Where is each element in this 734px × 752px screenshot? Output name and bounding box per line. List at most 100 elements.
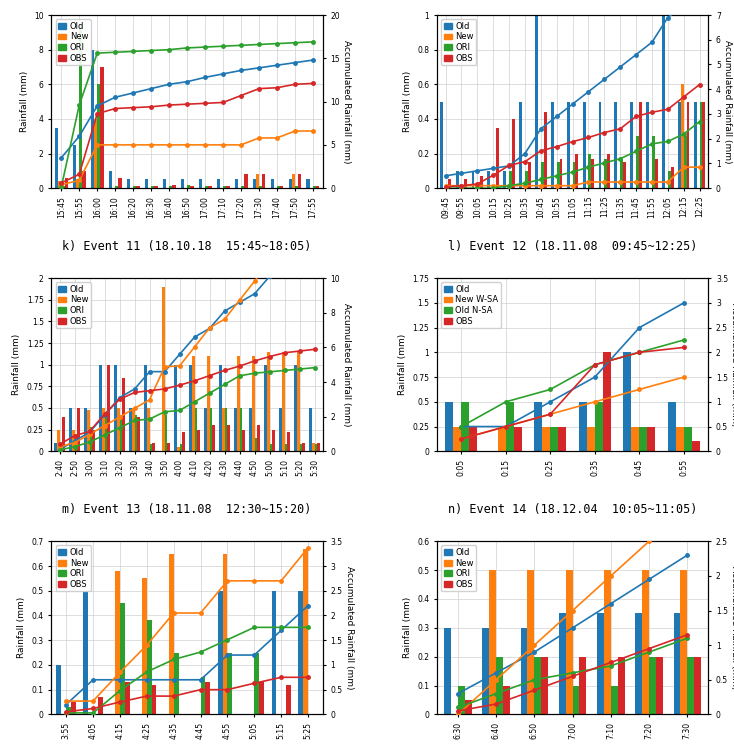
Bar — [79, 24, 82, 188]
Bar — [465, 180, 467, 188]
Bar — [252, 356, 255, 451]
Bar — [118, 177, 122, 188]
Bar — [267, 352, 269, 451]
Legend: Old, New, ORI, OBS: Old, New, ORI, OBS — [441, 20, 476, 65]
Bar — [586, 426, 595, 451]
Bar — [162, 287, 164, 451]
Bar — [264, 365, 267, 451]
Text: m) Event 13 (18.11.08  12:30~15:20): m) Event 13 (18.11.08 12:30~15:20) — [62, 503, 312, 516]
Bar — [541, 162, 544, 188]
Bar — [519, 102, 522, 188]
Bar — [76, 180, 79, 188]
Bar — [134, 415, 137, 451]
Bar — [58, 181, 61, 188]
Bar — [212, 426, 215, 451]
Bar — [469, 426, 477, 451]
Bar — [259, 186, 262, 188]
Bar — [222, 553, 228, 714]
Bar — [607, 153, 610, 188]
Bar — [137, 417, 140, 451]
Bar — [57, 429, 59, 451]
Bar — [197, 429, 200, 451]
Bar — [144, 365, 147, 451]
Bar — [482, 628, 490, 714]
Bar — [603, 353, 611, 451]
Bar — [180, 444, 182, 451]
Bar — [541, 656, 548, 714]
Bar — [611, 686, 618, 714]
Bar — [595, 402, 603, 451]
Bar — [57, 665, 62, 714]
Bar — [66, 707, 71, 714]
Bar — [287, 432, 290, 451]
Bar — [618, 656, 625, 714]
Bar — [542, 426, 550, 451]
Bar — [623, 162, 626, 188]
Bar — [631, 426, 639, 451]
Bar — [208, 186, 211, 188]
Bar — [244, 174, 247, 188]
Bar — [694, 102, 697, 188]
Bar — [559, 614, 566, 714]
Bar — [71, 702, 76, 714]
Bar — [241, 186, 244, 188]
Bar — [559, 426, 567, 451]
Bar — [544, 112, 547, 188]
Bar — [91, 50, 94, 188]
Bar — [169, 186, 172, 188]
Bar — [107, 365, 110, 451]
Bar — [668, 402, 676, 451]
Bar — [192, 356, 195, 451]
Bar — [252, 180, 255, 188]
Bar — [683, 136, 686, 188]
Bar — [655, 159, 658, 188]
Bar — [573, 162, 575, 188]
Bar — [694, 656, 701, 714]
Bar — [298, 174, 302, 188]
Bar — [75, 435, 77, 451]
Y-axis label: Rainfall (mm): Rainfall (mm) — [12, 334, 21, 396]
Y-axis label: Accumulated Rainfall (mm): Accumulated Rainfall (mm) — [723, 40, 732, 163]
Legend: Old, New, ORI, OBS: Old, New, ORI, OBS — [56, 282, 91, 329]
Bar — [496, 128, 499, 188]
Bar — [579, 656, 586, 714]
Bar — [454, 426, 462, 451]
Bar — [551, 102, 554, 188]
Bar — [125, 682, 130, 714]
Bar — [303, 549, 308, 714]
Bar — [440, 102, 443, 188]
Text: n) Event 14 (18.12.04  10:05~11:05): n) Event 14 (18.12.04 10:05~11:05) — [448, 503, 697, 516]
Bar — [150, 444, 153, 451]
Bar — [84, 408, 87, 451]
Y-axis label: Accumulated Rainfall (mm): Accumulated Rainfall (mm) — [342, 303, 351, 426]
Bar — [496, 656, 503, 714]
Bar — [254, 653, 259, 714]
Bar — [210, 408, 212, 451]
Bar — [137, 186, 139, 188]
Bar — [487, 171, 490, 188]
Bar — [242, 429, 245, 451]
Y-axis label: Rainfall (mm): Rainfall (mm) — [398, 334, 407, 396]
Bar — [255, 174, 259, 188]
Bar — [145, 180, 148, 188]
Bar — [82, 171, 86, 188]
Bar — [566, 570, 573, 714]
Bar — [652, 136, 655, 188]
Bar — [312, 443, 315, 451]
Bar — [528, 570, 534, 714]
Bar — [218, 591, 222, 714]
Bar — [559, 159, 562, 188]
Bar — [77, 408, 80, 451]
Bar — [225, 408, 228, 451]
Bar — [503, 686, 510, 714]
Bar — [575, 153, 578, 188]
Bar — [132, 408, 134, 451]
Bar — [604, 159, 607, 188]
Bar — [258, 426, 260, 451]
Bar — [228, 426, 230, 451]
Bar — [153, 443, 155, 451]
Bar — [269, 444, 272, 451]
Bar — [262, 174, 266, 188]
Bar — [109, 171, 112, 188]
Bar — [129, 408, 132, 451]
